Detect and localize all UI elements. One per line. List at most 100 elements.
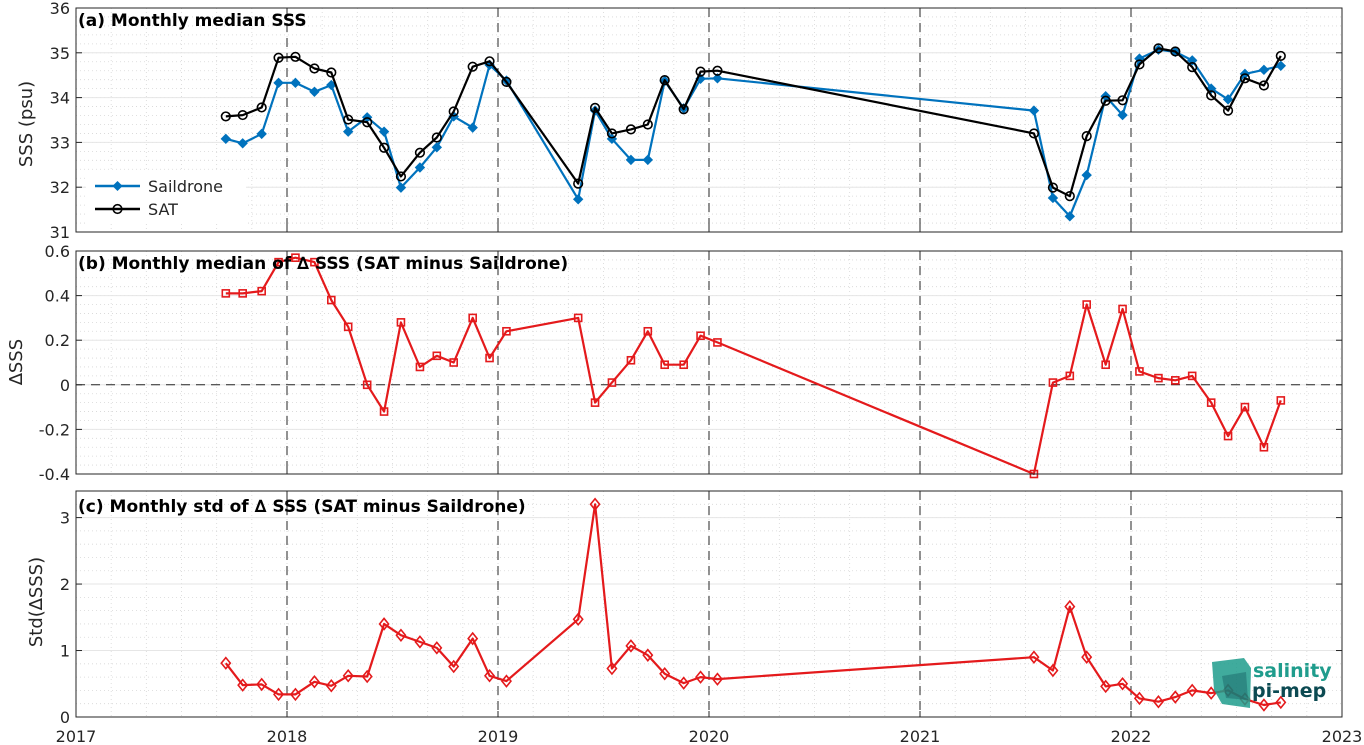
panel-0-series-1-marker xyxy=(309,63,320,74)
panel-1-series-0-marker xyxy=(1240,402,1250,412)
panel-0-series-0-marker xyxy=(642,154,654,166)
panel-0-series-1-marker xyxy=(1064,191,1075,202)
panel-1-series-0-marker xyxy=(1259,442,1269,452)
panel-1-series-0-marker xyxy=(396,318,406,327)
panel-0-series-1-marker xyxy=(256,102,267,113)
panel-0-series-0-marker xyxy=(467,122,478,133)
panel-2-series-0-marker xyxy=(289,687,301,702)
panel-2-y-tick-label: 1 xyxy=(60,642,70,661)
panel-2-series-0-marker xyxy=(500,674,512,688)
panel-0-series-1-marker xyxy=(1222,105,1234,116)
panel-0-y-tick-label: 31 xyxy=(50,223,70,242)
panel-1-y-tick-label: -0.4 xyxy=(39,465,70,484)
panel-1-series-0-marker xyxy=(679,360,688,370)
legend-saildrone-marker xyxy=(112,180,123,192)
panel-2-series-0-marker xyxy=(1186,683,1198,698)
panel-0-series-0-marker xyxy=(309,86,320,97)
panel-1-series-0-marker xyxy=(1101,360,1110,370)
panel-2-series-0-marker xyxy=(1117,677,1129,691)
panel-0-series-0-marker xyxy=(414,162,426,173)
panel-0-series-1-marker xyxy=(378,142,390,153)
legend-background xyxy=(86,172,246,224)
panel-2-series-0-marker xyxy=(1028,650,1040,664)
panel-0-series-0-marker xyxy=(256,128,267,140)
legend-sat-label: SAT xyxy=(148,200,178,219)
panel-2-series-0-marker xyxy=(1152,694,1164,709)
panel-2-series-0-marker xyxy=(695,670,707,684)
panel-0-series-1-marker xyxy=(589,102,601,114)
panel-0-series-0-marker xyxy=(1064,211,1076,222)
logo-text-salinity: salinity xyxy=(1253,660,1332,682)
panel-0-series-1-marker xyxy=(326,67,337,78)
panel-0-series-1-marker xyxy=(431,132,442,143)
panel-1-series-0-marker xyxy=(415,362,425,372)
panel-0-series-0-marker xyxy=(1047,192,1059,204)
panel-2-series-0-line xyxy=(224,503,1281,707)
panel-0-series-1-marker xyxy=(484,56,495,67)
panel-1-series-0-marker xyxy=(238,289,247,298)
panel-0-series-0-marker xyxy=(290,77,301,89)
panel-1-series-0-marker xyxy=(1206,398,1216,407)
panel-c-title: (c) Monthly std of ∆ SSS (SAT minus Sail… xyxy=(78,497,526,517)
legend: Saildrone SAT xyxy=(86,172,246,224)
logo-shape-icon xyxy=(1212,658,1251,708)
panel-0-series-1-marker xyxy=(1187,62,1198,73)
panel-b-ylabel: ∆SSS xyxy=(6,339,27,386)
panel-2-series-0-marker xyxy=(273,687,285,702)
panel-1-series-0-line xyxy=(225,256,1282,476)
panel-1-series-0-marker xyxy=(291,253,300,262)
panel-0-y-tick-label: 32 xyxy=(50,178,70,197)
logo-shade-icon xyxy=(1222,672,1248,700)
panel-0-y-tick-label: 33 xyxy=(50,133,70,152)
panel-0-series-1-marker xyxy=(1028,128,1040,139)
x-tick-label: 2019 xyxy=(478,727,519,745)
panel-2-series-0-marker xyxy=(484,669,496,683)
panel-1-y-tick-label: -0.2 xyxy=(39,420,70,439)
panel-0-series-0-marker xyxy=(1081,169,1092,181)
panel-0-series-0-marker xyxy=(625,154,637,166)
panel-0-series-1-marker xyxy=(642,119,653,130)
panel-1-series-0-marker xyxy=(379,407,389,416)
panel-2-y-tick-label: 0 xyxy=(60,708,70,727)
panel-2-series-0-marker xyxy=(237,678,249,692)
panel-0-series-1-marker xyxy=(237,109,248,121)
panel-1-series-0-marker xyxy=(713,338,722,347)
panel-0-series-1-marker xyxy=(343,114,354,125)
panel-1-series-0-marker xyxy=(485,353,494,363)
panel-0-series-1-marker xyxy=(1117,95,1128,106)
panel-0-series-1-marker xyxy=(448,106,459,117)
panel-0-series-1-marker xyxy=(220,111,231,122)
panel-2-series-0-marker xyxy=(659,667,671,681)
panel-0-y-tick-label: 36 xyxy=(50,0,70,18)
panel-0-y-tick-label: 34 xyxy=(50,89,70,108)
panel-0-series-0-marker xyxy=(431,142,443,153)
panel-1-series-0-marker xyxy=(1118,304,1127,314)
salinity-pimep-logo: salinity pi-mep xyxy=(1212,658,1332,708)
panel-0-series-0-marker xyxy=(342,126,354,137)
panel-1-series-0-marker xyxy=(310,257,319,267)
panel-2-series-0-marker xyxy=(642,648,654,662)
panel-1-series-0-marker xyxy=(643,326,653,336)
panel-0-series-1-marker xyxy=(467,61,478,72)
panel-2-y-tick-label: 3 xyxy=(60,509,70,528)
panel-0-series-1-marker xyxy=(1153,43,1164,54)
panel-a-ylabel: SSS (psu) xyxy=(16,81,37,167)
panel-c-ylabel: Std(∆SSS) xyxy=(26,557,47,647)
panel-2-series-0-marker xyxy=(606,661,618,676)
panel-1-series-0-marker xyxy=(1065,371,1075,381)
panel-2-series-0-marker xyxy=(395,628,407,643)
x-tick-label: 2018 xyxy=(267,727,308,745)
panel-1-y-tick-label: 0 xyxy=(60,376,70,395)
x-tick-label: 2020 xyxy=(689,727,730,745)
panel-1-series-0-marker xyxy=(327,295,336,305)
panel-2-series-0-marker xyxy=(361,669,373,684)
panel-0-series-1-marker xyxy=(290,51,301,62)
legend-sat-marker xyxy=(112,203,123,215)
panel-2-series-0-marker xyxy=(325,678,337,693)
logo-text-pimep: pi-mep xyxy=(1252,680,1326,702)
panel-0-series-1-marker xyxy=(606,128,618,139)
panel-a-title: (a) Monthly median SSS xyxy=(78,11,307,31)
panel-0-series-1-marker xyxy=(273,52,284,63)
panel-0-series-1-marker xyxy=(1275,50,1286,62)
